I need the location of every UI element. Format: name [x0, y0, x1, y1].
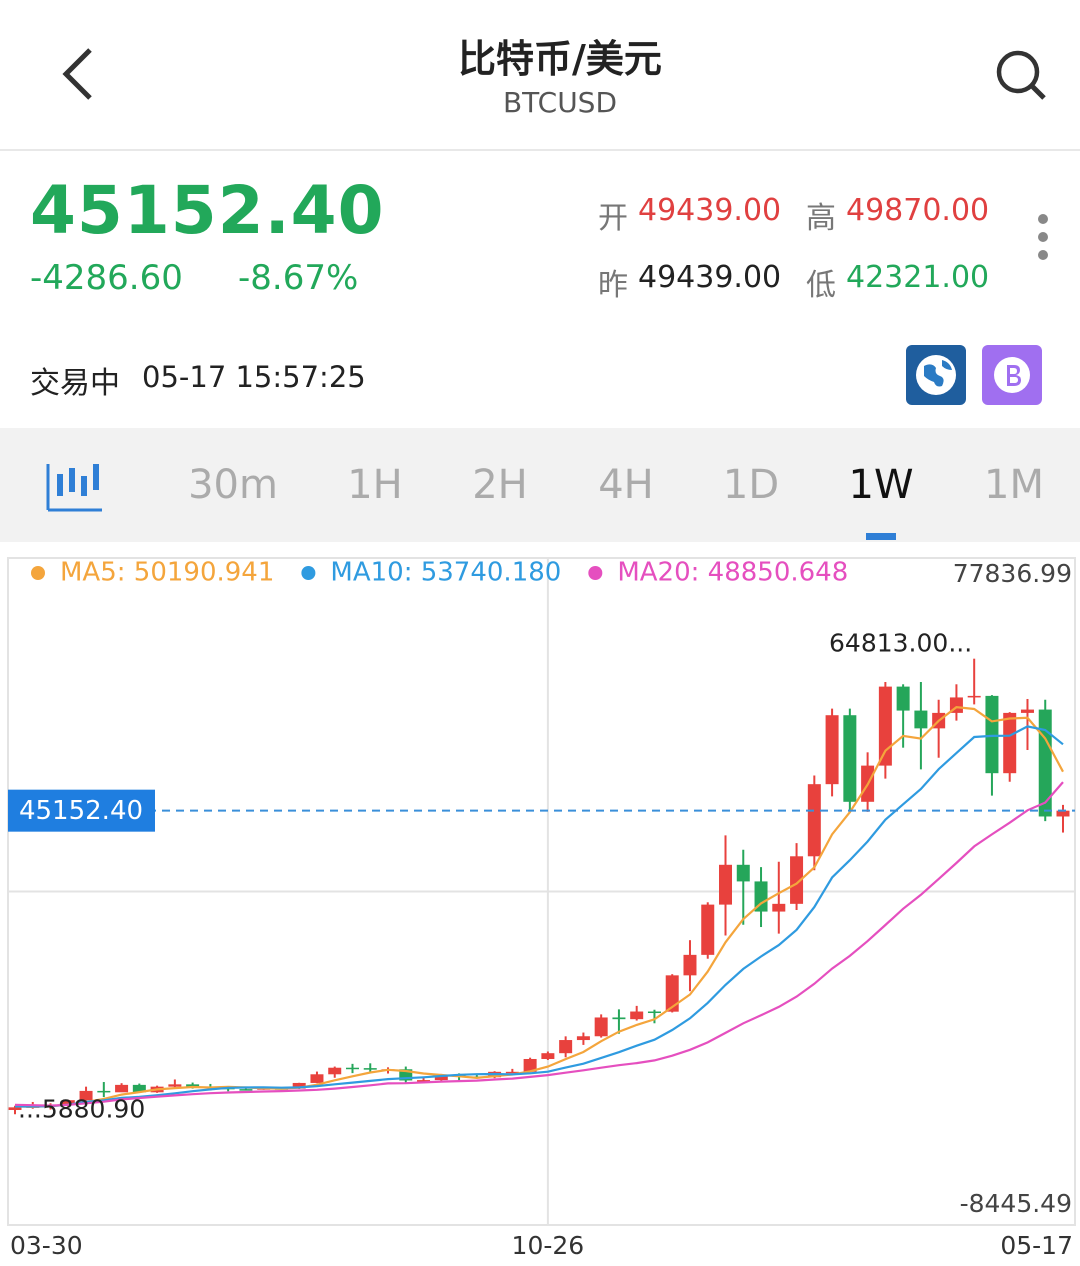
ma-line — [14, 706, 1064, 1108]
candle-body — [1003, 712, 1017, 774]
high-label: 高 — [806, 201, 836, 236]
candle-body — [878, 686, 892, 766]
divider — [0, 149, 1080, 151]
candle-body — [719, 864, 733, 905]
y-tick-label: 77836.99 — [953, 559, 1072, 588]
candle-body — [541, 1053, 555, 1059]
candle-body — [61, 1100, 75, 1105]
period-tab[interactable]: 1W — [848, 462, 914, 508]
price-change: -4286.60 — [30, 258, 183, 298]
candle-body — [896, 686, 910, 711]
candle-body — [79, 1090, 93, 1101]
candle-body — [505, 1071, 519, 1074]
candle-body — [8, 1107, 22, 1111]
y-tick-label: -8445.49 — [960, 1189, 1072, 1218]
candle-body — [772, 903, 786, 912]
candle-body — [807, 784, 821, 857]
candle-body — [701, 904, 715, 955]
max-label: 64813.00... — [829, 629, 972, 658]
low-label: 低 — [806, 268, 836, 303]
candle-body — [186, 1084, 200, 1087]
period-tab[interactable]: 4H — [598, 462, 654, 508]
low-value: 42321.00 — [846, 260, 990, 295]
candle-body — [363, 1068, 377, 1070]
quote-time: 05-17 15:57:25 — [142, 360, 366, 394]
candle-body — [115, 1084, 129, 1093]
open-value: 49439.00 — [638, 193, 782, 228]
source-icons — [906, 345, 1042, 405]
candle-body — [97, 1090, 111, 1093]
candle-body — [790, 856, 804, 904]
candle-body — [239, 1089, 253, 1091]
candle-body — [559, 1040, 573, 1054]
page-title: 比特币/美元 — [458, 37, 662, 81]
candle-body — [825, 715, 839, 785]
candle-body — [417, 1080, 431, 1082]
candle-body — [132, 1084, 146, 1093]
candle-body — [1038, 709, 1052, 817]
legend-label: MA20: 48850.648 — [617, 558, 848, 588]
ma-line — [14, 725, 1064, 1108]
candle-body — [647, 1011, 661, 1014]
period-tab[interactable]: 1D — [722, 462, 780, 508]
market-status: 交易中 — [30, 366, 120, 401]
kline-chart: -8445.49 77836.99 03-30 10-26 05-17 MA5: 5019… — [7, 557, 1076, 1260]
ma-line — [14, 781, 1064, 1107]
candle-body — [594, 1017, 608, 1037]
candle-body — [914, 710, 928, 729]
tab-indicator — [866, 533, 896, 540]
period-tab[interactable]: 2H — [472, 462, 528, 508]
candle-body — [967, 695, 981, 698]
candle-body — [399, 1069, 413, 1081]
candle-body — [754, 881, 768, 912]
candle-body — [168, 1084, 182, 1087]
top-bar-icons — [62, 48, 1046, 100]
prev-close-value: 49439.00 — [638, 260, 782, 295]
candle-body — [612, 1017, 626, 1020]
last-price-label: 45152.40 — [19, 796, 143, 826]
open-label: 开 — [598, 201, 628, 236]
candle-body — [523, 1058, 537, 1072]
candles — [8, 658, 1070, 1115]
chart-type-button[interactable] — [44, 456, 106, 516]
period-tab[interactable]: 1H — [347, 462, 403, 508]
price-change-percent: -8.67% — [238, 258, 359, 298]
legend-label: MA10: 53740.180 — [330, 558, 561, 588]
candle-body — [736, 864, 750, 882]
candle-body — [985, 695, 999, 774]
legend-label: MA5: 50190.941 — [60, 558, 274, 588]
candle-body — [683, 954, 697, 976]
candle-body — [1020, 709, 1034, 713]
candle-body — [345, 1067, 359, 1070]
more-button[interactable] — [1030, 210, 1056, 266]
candle-body — [434, 1075, 448, 1081]
candle-body — [576, 1036, 590, 1041]
symbol: BTCUSD — [502, 86, 618, 119]
x-tick-label: 05-17 — [1000, 1231, 1073, 1260]
x-tick-label: 10-26 — [512, 1231, 585, 1260]
candle-body — [310, 1074, 324, 1083]
high-value: 49870.00 — [846, 193, 990, 228]
candle-body — [665, 975, 679, 1012]
period-tab[interactable]: 30m — [188, 462, 278, 508]
candle-body — [843, 715, 857, 802]
back-button[interactable] — [62, 48, 92, 100]
search-button[interactable] — [996, 50, 1046, 100]
candle-body — [1056, 810, 1070, 817]
period-tabs — [0, 428, 1080, 542]
candle-body — [630, 1011, 644, 1020]
period-tab[interactable]: 1M — [984, 462, 1044, 508]
last-price-tag — [8, 789, 155, 832]
legend-dot — [31, 566, 45, 580]
min-label: ...5880.90 — [18, 1094, 145, 1123]
candle-body — [328, 1067, 342, 1075]
prev-close-label: 昨 — [598, 268, 628, 303]
x-tick-label: 03-30 — [10, 1231, 83, 1260]
candle-body — [292, 1082, 306, 1089]
last-price: 45152.40 — [30, 172, 385, 249]
legend-dot — [588, 566, 603, 580]
legend-dot — [301, 566, 316, 580]
